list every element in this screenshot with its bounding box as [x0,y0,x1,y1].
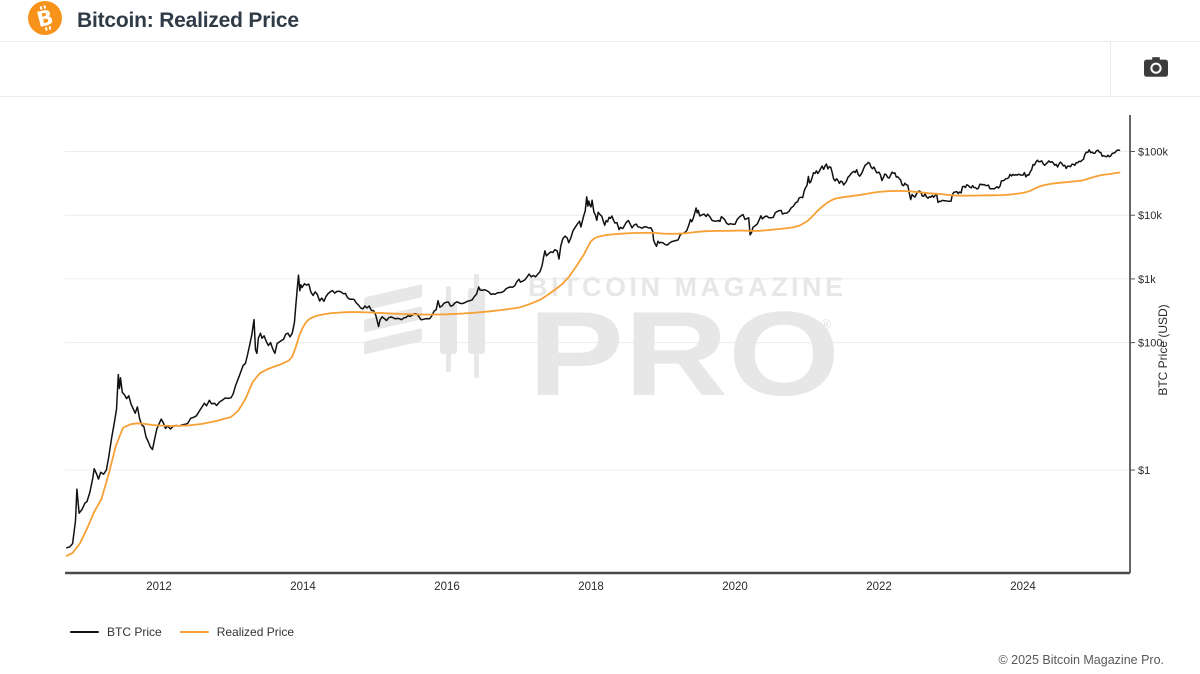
x-tick-label: 2012 [146,581,172,593]
bitcoin-logo: B [28,1,62,35]
x-tick-label: 2020 [722,581,748,593]
watermark-text: BITCOIN MAGAZINE PRO [528,272,847,421]
x-tick-label: 2018 [578,581,604,593]
y-axis-title: BTC Price (USD) [1156,304,1170,395]
svg-text:B: B [34,5,55,32]
x-tick-label: 2022 [866,581,892,593]
copyright-text: © 2025 Bitcoin Magazine Pro. [998,653,1164,667]
y-tick-label: $1k [1138,274,1156,286]
realized-price-swatch [179,630,209,634]
watermark: BITCOIN MAGAZINE PRO ® [362,274,852,416]
btc-price-swatch [70,630,99,634]
camera-icon [1144,57,1168,77]
chart-header: B Bitcoin: Realized Price [0,0,1200,42]
x-tick-label: 2024 [1010,581,1036,593]
toolbar-divider [1110,42,1111,96]
registered-trademark-symbol: ® [821,316,832,332]
y-tick-label: $10k [1138,210,1162,222]
series-realized-price [65,171,1121,557]
toolbar [0,42,1200,97]
y-tick-label: $100k [1138,147,1168,159]
y-tick-label: $100 [1138,338,1162,350]
x-tick-label: 2016 [434,581,460,593]
watermark-line1: BITCOIN MAGAZINE [528,272,847,302]
legend: BTC Price Realized Price [70,625,312,639]
legend-item-btc-price[interactable]: BTC Price [70,625,162,639]
page-title: Bitcoin: Realized Price [77,8,299,32]
x-tick-label: 2014 [290,581,316,593]
series-btc-price [66,149,1121,549]
legend-label: Realized Price [216,625,295,639]
y-tick-label: $1 [1138,465,1150,477]
legend-label: BTC Price [107,625,162,639]
legend-item-realized-price[interactable]: Realized Price [179,625,295,639]
export-chart-button[interactable] [1141,53,1171,81]
watermark-line2: PRO [528,287,841,421]
